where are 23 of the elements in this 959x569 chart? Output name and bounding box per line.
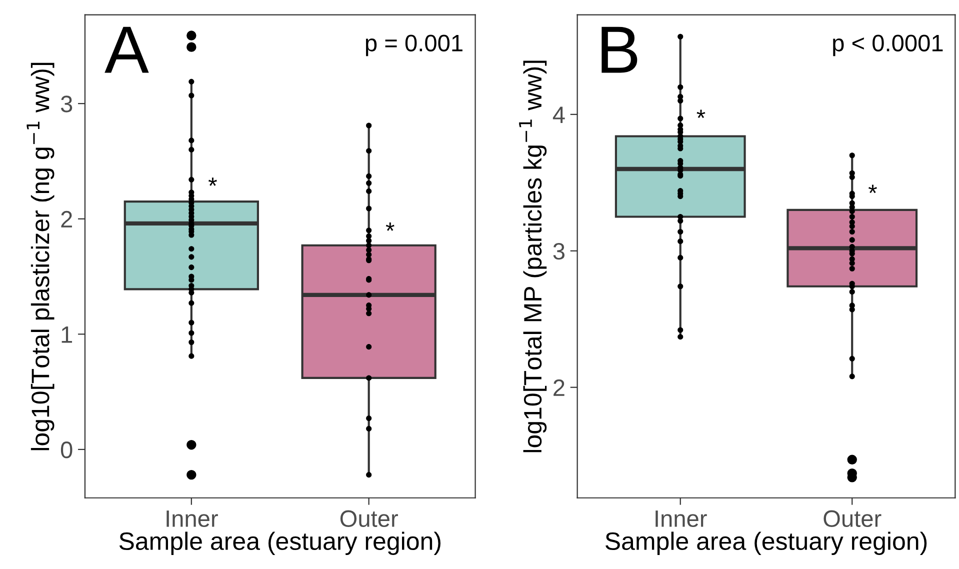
annotation: * bbox=[386, 222, 394, 231]
y-tick-label: 1 bbox=[62, 326, 72, 343]
y-axis-title: log10[Total plasticizer (ng g$^{−1}$ ww)] bbox=[26, 62, 54, 450]
annotation: p = 0.001 bbox=[366, 34, 462, 56]
annotation: A bbox=[104, 26, 149, 73]
x-axis-title: Sample area (estuary region) bbox=[606, 532, 927, 555]
x-tick-label: Outer bbox=[340, 510, 398, 528]
y-tick-label: 2 bbox=[61, 210, 72, 228]
annotation: * bbox=[696, 110, 706, 118]
y-tick-label: 2 bbox=[554, 379, 564, 396]
x-tick-label: Inner bbox=[166, 510, 218, 528]
y-tick-label: 3 bbox=[60, 96, 72, 112]
x-tick-label: Inner bbox=[656, 510, 707, 528]
annotation: * bbox=[868, 184, 877, 194]
y-axis-title: log10[Total MP (particles kg$^{−1}$ ww)] bbox=[519, 60, 547, 452]
x-tick-label: Outer bbox=[824, 510, 882, 528]
y-tick-label: 3 bbox=[553, 242, 564, 260]
x-axis-title: Sample area (estuary region) bbox=[119, 532, 440, 555]
annotation: B bbox=[602, 26, 638, 73]
y-tick-label: 0 bbox=[60, 442, 72, 458]
annotation: * bbox=[208, 178, 217, 186]
y-tick-label: 4 bbox=[552, 106, 565, 123]
annotation: p < 0.0001 bbox=[833, 34, 943, 56]
